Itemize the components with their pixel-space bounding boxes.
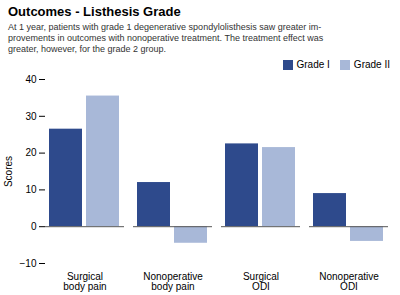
svg-text:SurgicalODI: SurgicalODI xyxy=(243,271,279,292)
svg-text:10: 10 xyxy=(25,184,37,195)
html-text:Outcomes - Listhesis Grade: Outcomes - Listhesis Grade xyxy=(8,4,181,19)
svg-text:30: 30 xyxy=(25,111,37,122)
html-text:Grade I: Grade I xyxy=(296,59,330,70)
svg-text:NonoperativeODI: NonoperativeODI xyxy=(319,271,379,292)
svg-text:0: 0 xyxy=(31,221,37,232)
svg-text:Scores: Scores xyxy=(3,156,14,187)
html-text:At 1 year, patients with grade: At 1 year, patients with grade 1 degener… xyxy=(8,22,324,54)
svg-text:−10: −10 xyxy=(20,258,37,269)
svg-text:40: 40 xyxy=(25,74,37,85)
svg-text:Surgicalbody pain: Surgicalbody pain xyxy=(63,271,106,292)
svg-text:20: 20 xyxy=(25,147,37,158)
svg-text:Nonoperativebody pain: Nonoperativebody pain xyxy=(143,271,203,292)
html-text:Grade II: Grade II xyxy=(353,59,390,70)
